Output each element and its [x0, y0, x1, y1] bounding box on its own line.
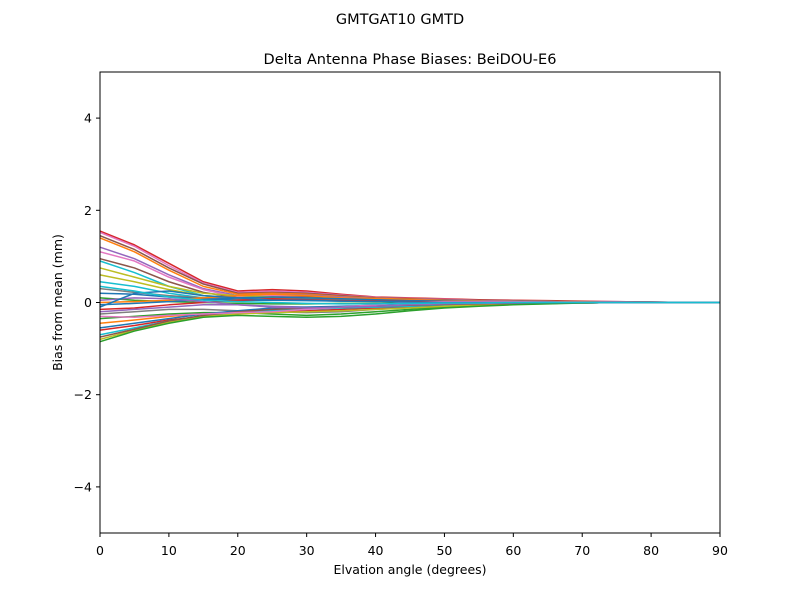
y-axis: −4 −2 0 2 4 — [74, 111, 100, 494]
x-tick-label: 50 — [436, 543, 452, 558]
x-tick-label: 90 — [712, 543, 728, 558]
y-tick-label: 4 — [84, 111, 92, 126]
y-tick-label: 2 — [84, 203, 92, 218]
x-tick-label: 80 — [643, 543, 659, 558]
x-tick-label: 40 — [368, 543, 384, 558]
x-tick-label: 0 — [96, 543, 104, 558]
x-tick-label: 20 — [230, 543, 246, 558]
x-tick-label: 30 — [299, 543, 315, 558]
x-tick-label: 60 — [505, 543, 521, 558]
y-tick-label: 0 — [84, 295, 92, 310]
y-tick-label: −4 — [74, 479, 92, 494]
x-tick-label: 10 — [161, 543, 177, 558]
x-axis: 0 10 20 30 40 50 60 70 80 90 — [96, 533, 728, 558]
y-tick-label: −2 — [74, 387, 92, 402]
x-axis-label: Elvation angle (degrees) — [333, 562, 486, 577]
series-layer — [99, 230, 720, 343]
y-axis-label: Bias from mean (mm) — [50, 234, 65, 371]
series-line-31 — [99, 285, 720, 305]
x-tick-label: 70 — [574, 543, 590, 558]
figure-suptitle: GMTGAT10 GMTD — [336, 12, 464, 28]
chart-title: Delta Antenna Phase Biases: BeiDOU-E6 — [264, 52, 557, 68]
